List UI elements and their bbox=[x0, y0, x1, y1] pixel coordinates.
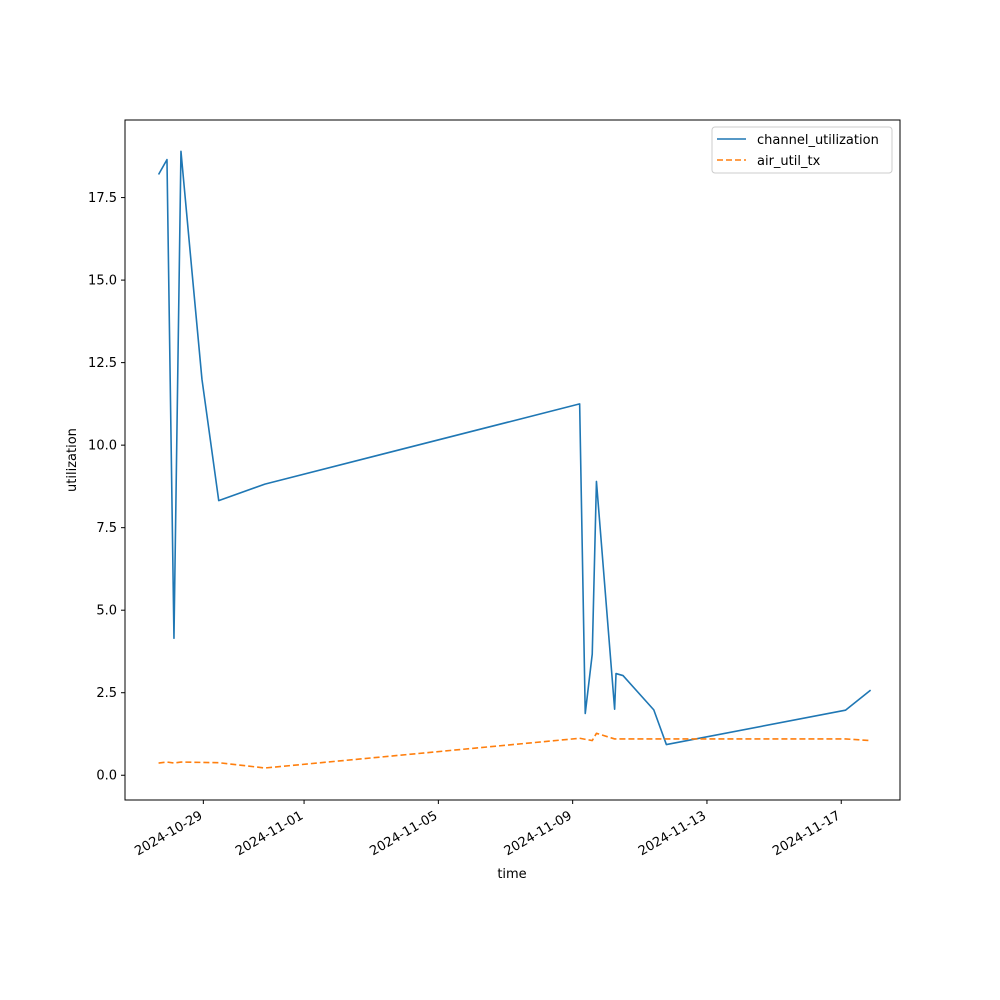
legend-label-channel_utilization: channel_utilization bbox=[757, 133, 879, 148]
x-axis-label: time bbox=[497, 867, 526, 882]
y-tick-label: 10.0 bbox=[88, 439, 117, 454]
y-tick-label: 2.5 bbox=[96, 686, 117, 701]
y-tick-label: 5.0 bbox=[96, 604, 117, 619]
y-tick-label: 12.5 bbox=[88, 356, 117, 371]
x-tick-label: 2024-11-09 bbox=[502, 808, 575, 859]
x-tick-label: 2024-11-17 bbox=[770, 808, 843, 859]
y-tick-label: 17.5 bbox=[88, 191, 117, 206]
x-tick-label: 2024-10-29 bbox=[132, 808, 205, 859]
x-axis: 2024-10-29 2024-11-01 2024-11-05 2024-11-09… bbox=[132, 800, 843, 859]
legend: channel_utilization air_util_tx bbox=[711, 126, 893, 174]
y-tick-label: 15.0 bbox=[88, 274, 117, 289]
x-tick-label: 2024-11-05 bbox=[367, 808, 440, 859]
y-axis-label: utilization bbox=[65, 428, 80, 492]
legend-label-air_util_tx: air_util_tx bbox=[757, 154, 821, 169]
x-tick-label: 2024-11-13 bbox=[636, 808, 709, 859]
y-axis: 0.0 2.5 5.0 7.5 10.0 12.5 15.0 17.5 bbox=[88, 191, 125, 784]
series-line-air_util_tx bbox=[158, 732, 871, 769]
plot-lines bbox=[157, 150, 872, 769]
plot-frame bbox=[124, 119, 901, 801]
series-line-channel_utilization bbox=[157, 150, 872, 746]
y-tick-label: 7.5 bbox=[96, 521, 117, 536]
x-tick-label: 2024-11-01 bbox=[233, 808, 306, 859]
y-tick-label: 0.0 bbox=[96, 769, 117, 784]
legend-box bbox=[711, 126, 893, 174]
